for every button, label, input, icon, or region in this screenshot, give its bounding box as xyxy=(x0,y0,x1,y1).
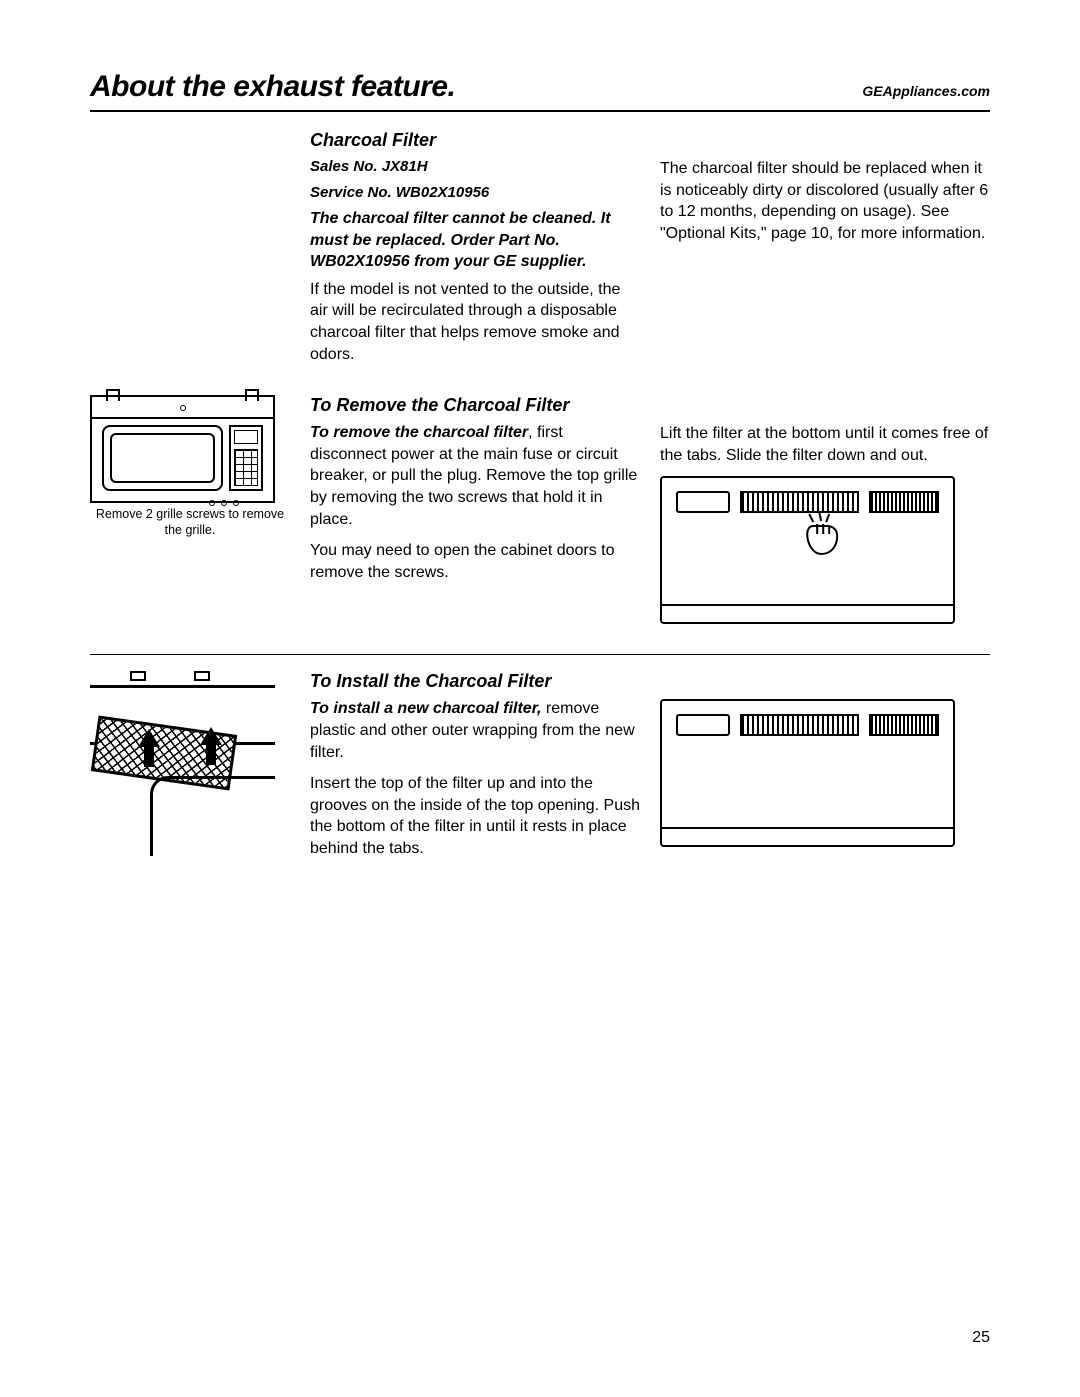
microwave-front-illustration xyxy=(90,395,275,503)
section3-para2: Insert the top of the filter up and into… xyxy=(310,773,640,859)
section3-para1: To install a new charcoal filter, remove… xyxy=(310,698,640,763)
section2-left-column: To Remove the Charcoal Filter To remove … xyxy=(310,395,640,624)
section2-right-column: Lift the filter at the bottom until it c… xyxy=(660,395,990,624)
page-number: 25 xyxy=(972,1329,990,1347)
section3-right-column xyxy=(660,671,990,869)
section1-heading: Charcoal Filter xyxy=(310,130,640,151)
section3-lead: To install a new charcoal filter, xyxy=(310,700,541,717)
brand-link: GEAppliances.com xyxy=(862,83,990,99)
section1-left-column: Charcoal Filter Sales No. JX81H Service … xyxy=(310,130,640,375)
remove-figure-caption: Remove 2 grille screws to remove the gri… xyxy=(90,507,290,538)
sales-no: Sales No. JX81H xyxy=(310,157,640,177)
service-no: Service No. WB02X10956 xyxy=(310,183,640,203)
section2-heading: To Remove the Charcoal Filter xyxy=(310,395,640,416)
section2-right-para: Lift the filter at the bottom until it c… xyxy=(660,423,990,466)
section1-right-column: The charcoal filter should be replaced w… xyxy=(660,130,990,375)
section-install-filter: To Install the Charcoal Filter To instal… xyxy=(90,654,990,869)
section2-para2: You may need to open the cabinet doors t… xyxy=(310,540,640,583)
filter-warning: The charcoal filter cannot be cleaned. I… xyxy=(310,208,640,273)
page-title: About the exhaust feature. xyxy=(90,70,455,104)
hand-icon xyxy=(799,510,843,560)
section2-lead: To remove the charcoal filter xyxy=(310,424,528,441)
underside-remove-illustration xyxy=(660,476,955,624)
page-header: About the exhaust feature. GEAppliances.… xyxy=(90,70,990,112)
remove-figure-column: Remove 2 grille screws to remove the gri… xyxy=(90,395,290,624)
section-remove-filter: Remove 2 grille screws to remove the gri… xyxy=(90,395,990,624)
section1-right-para: The charcoal filter should be replaced w… xyxy=(660,158,990,244)
install-figure-column xyxy=(90,671,290,869)
section3-left-column: To Install the Charcoal Filter To instal… xyxy=(310,671,640,869)
section2-para1: To remove the charcoal filter, first dis… xyxy=(310,422,640,530)
section3-heading: To Install the Charcoal Filter xyxy=(310,671,640,692)
underside-install-illustration xyxy=(660,699,955,847)
install-filter-illustration xyxy=(90,671,275,856)
section-charcoal-filter: Charcoal Filter Sales No. JX81H Service … xyxy=(90,130,990,375)
section1-left-para: If the model is not vented to the outsid… xyxy=(310,279,640,365)
